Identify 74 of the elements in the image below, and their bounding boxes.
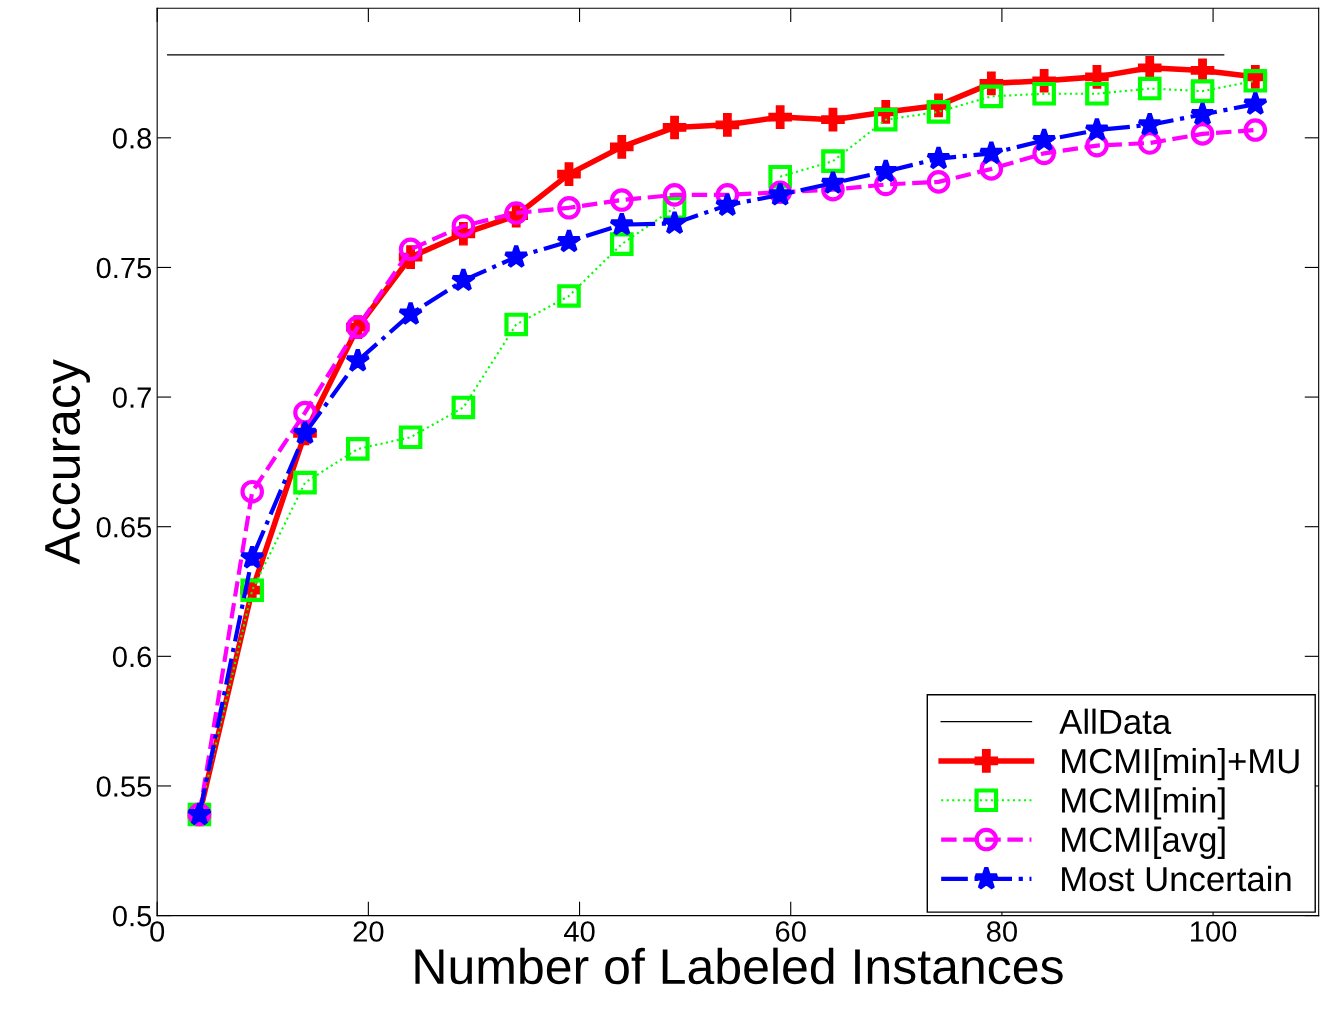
point — [873, 158, 899, 183]
x-tick-label: 60 — [775, 921, 806, 942]
point — [714, 192, 741, 217]
point — [1242, 90, 1268, 116]
point — [557, 284, 581, 308]
point — [609, 211, 635, 236]
point — [557, 162, 581, 186]
point — [556, 228, 582, 253]
y-tick-label: 0.8 — [112, 128, 152, 149]
point — [1137, 56, 1162, 80]
point — [715, 113, 740, 137]
point — [504, 312, 528, 337]
x-axis-title: Number of Labeled Instances — [415, 947, 1063, 985]
point — [1032, 141, 1056, 166]
point — [926, 100, 951, 124]
point — [768, 105, 792, 129]
point — [1189, 101, 1216, 126]
point — [925, 145, 952, 170]
point — [609, 135, 634, 159]
point — [979, 84, 1004, 109]
point — [1137, 111, 1163, 136]
point — [398, 425, 423, 450]
legend-label: MCMI[min]+MU — [1062, 747, 1299, 781]
y-tick-label: 0.75 — [96, 257, 152, 279]
y-tick-label: 0.55 — [96, 776, 152, 797]
point — [1137, 76, 1162, 101]
point — [557, 196, 581, 220]
point — [398, 237, 423, 262]
y-tick-label: 0.7 — [112, 387, 151, 408]
x-tick-label: 100 — [1190, 921, 1237, 942]
point — [661, 210, 688, 235]
point — [978, 140, 1004, 165]
point — [1243, 118, 1268, 142]
point — [979, 157, 1004, 181]
point — [293, 470, 317, 495]
x-tick-label: 0 — [150, 921, 165, 942]
point — [1137, 131, 1162, 155]
point — [1190, 79, 1215, 103]
y-tick-label: 0.6 — [112, 646, 152, 668]
point — [293, 400, 317, 425]
point — [1031, 127, 1057, 152]
legend-label: MCMI[min] — [1062, 787, 1225, 820]
legend-label: MCMI[avg] — [1062, 826, 1225, 859]
point — [503, 243, 529, 269]
y-axis-title: Accuracy — [45, 359, 90, 565]
point — [821, 107, 845, 132]
point — [451, 395, 476, 420]
point — [1032, 81, 1056, 106]
point — [1084, 116, 1110, 142]
x-tick-label: 20 — [353, 921, 384, 942]
point — [450, 267, 477, 292]
point — [820, 169, 846, 195]
point — [345, 347, 371, 372]
y-tick-label: 0.5 — [112, 905, 152, 927]
legend-label: Most Uncertain — [1062, 865, 1291, 892]
point — [926, 170, 951, 194]
point — [239, 544, 265, 569]
legend-label: AllData — [1059, 708, 1172, 735]
point — [345, 437, 370, 461]
point — [821, 149, 845, 173]
point — [873, 107, 898, 132]
point — [662, 115, 687, 140]
x-tick-label: 80 — [986, 921, 1017, 942]
point — [662, 183, 687, 207]
point — [397, 300, 424, 326]
point — [873, 172, 898, 197]
point — [451, 214, 476, 238]
y-tick-label: 0.65 — [96, 516, 152, 538]
point — [609, 232, 634, 256]
point — [240, 479, 265, 504]
x-tick-label: 40 — [563, 921, 595, 942]
point — [1085, 81, 1109, 106]
point — [609, 188, 634, 212]
point — [1190, 122, 1215, 146]
